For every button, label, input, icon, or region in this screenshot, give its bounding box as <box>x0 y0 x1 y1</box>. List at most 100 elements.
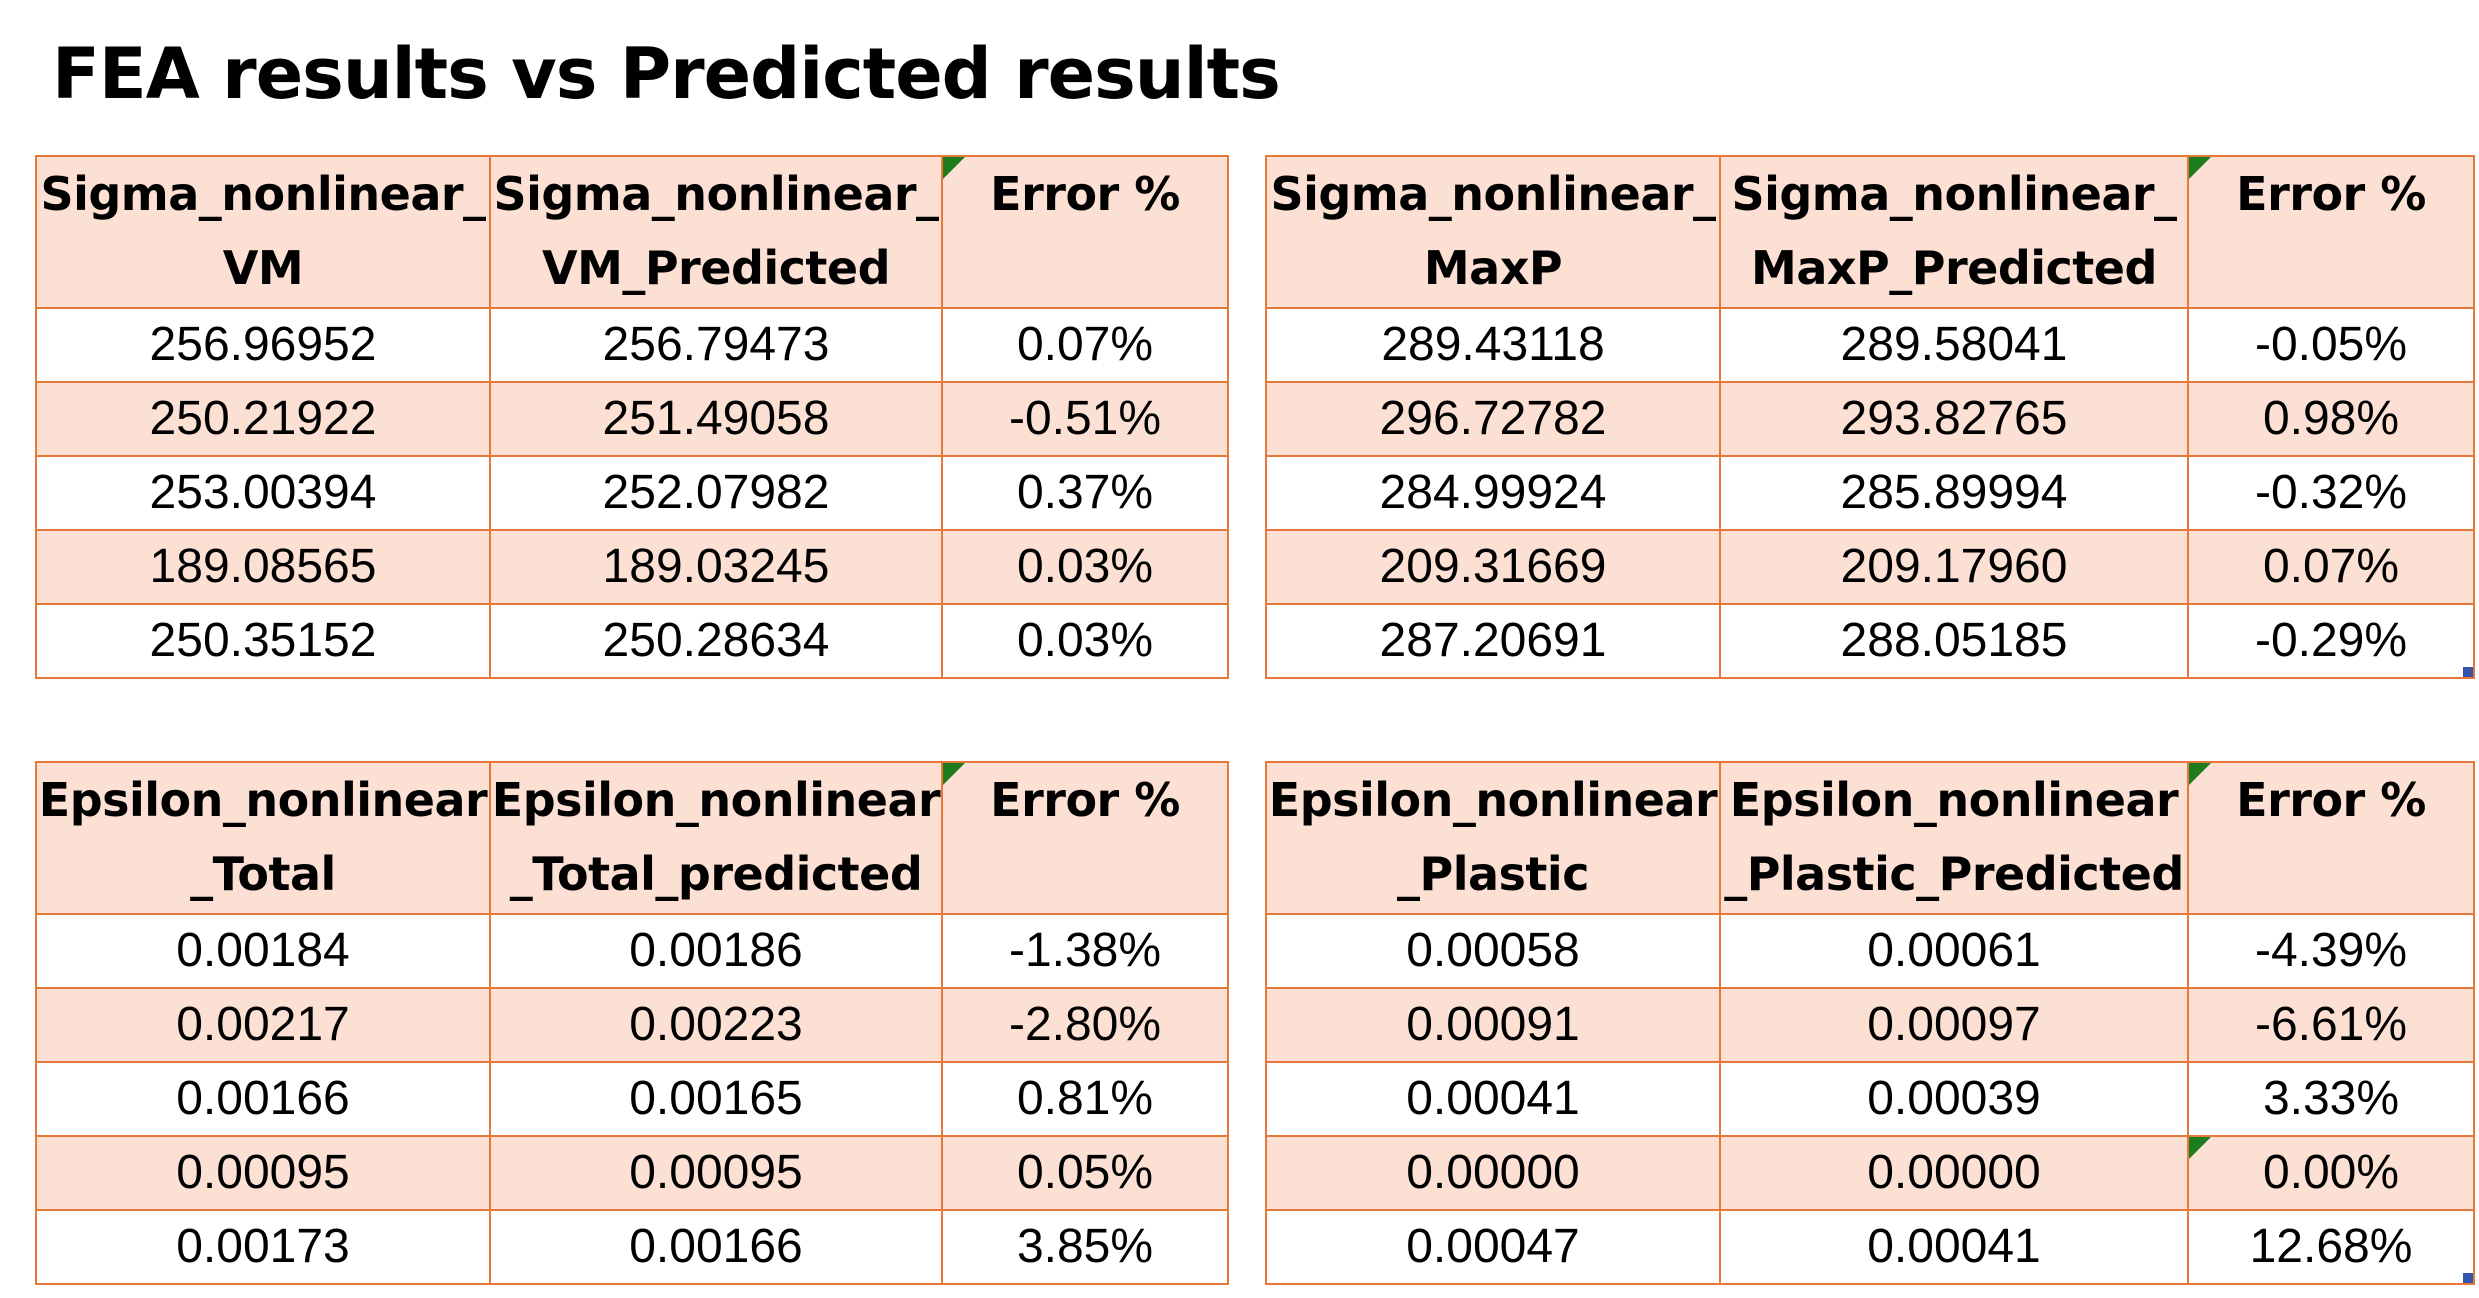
table-row: 256.96952 256.79473 0.07% <box>35 307 1229 383</box>
table-cell[interactable]: 3.85% <box>941 1209 1229 1285</box>
header-line: Error % <box>990 167 1180 221</box>
table-cell[interactable]: 0.37% <box>941 455 1229 531</box>
table-cell[interactable]: 287.20691 <box>1265 603 1721 679</box>
header-line: Sigma_nonlinear_ <box>1731 167 2177 221</box>
table-cell[interactable]: -6.61% <box>2187 987 2475 1063</box>
table-cell[interactable]: 0.00058 <box>1265 913 1721 989</box>
table-cell[interactable]: 0.00184 <box>35 913 491 989</box>
cell-value: 0.00% <box>2262 1146 2400 1199</box>
table-cell[interactable]: -0.51% <box>941 381 1229 457</box>
table-cell[interactable]: 285.89994 <box>1719 455 2189 531</box>
table-cell[interactable]: 12.68% <box>2187 1209 2475 1285</box>
header-line: Epsilon_nonlinear <box>491 773 941 827</box>
table-row: 253.00394 252.07982 0.37% <box>35 455 1229 531</box>
selection-handle-icon[interactable] <box>2463 1273 2472 1282</box>
table-cell[interactable]: 0.00166 <box>489 1209 943 1285</box>
table-cell[interactable]: 250.35152 <box>35 603 491 679</box>
table-cell[interactable]: 0.00041 <box>1719 1209 2189 1285</box>
table-cell[interactable]: 0.07% <box>941 307 1229 383</box>
table-cell[interactable]: 0.00095 <box>35 1135 491 1211</box>
header-cell[interactable]: Epsilon_nonlinear _Plastic_Predicted <box>1719 761 2189 915</box>
table-cell[interactable]: 0.00186 <box>489 913 943 989</box>
table-cell[interactable]: -2.80% <box>941 987 1229 1063</box>
table-cell[interactable]: -0.29% <box>2187 603 2475 679</box>
table-row: 0.00000 0.00000 0.00% <box>1265 1135 2475 1211</box>
table-cell[interactable]: 289.43118 <box>1265 307 1721 383</box>
table-cell[interactable]: -0.05% <box>2187 307 2475 383</box>
table-cell[interactable]: 0.00091 <box>1265 987 1721 1063</box>
table-row: 0.00047 0.00041 12.68% <box>1265 1209 2475 1285</box>
table-cell[interactable]: 293.82765 <box>1719 381 2189 457</box>
table-row: 0.00058 0.00061 -4.39% <box>1265 913 2475 989</box>
table-cell[interactable]: 256.96952 <box>35 307 491 383</box>
header-cell[interactable]: Sigma_nonlinear_ MaxP_Predicted <box>1719 155 2189 309</box>
table-cell[interactable]: 0.98% <box>2187 381 2475 457</box>
table-cell[interactable]: 0.00217 <box>35 987 491 1063</box>
table-row: 0.00217 0.00223 -2.80% <box>35 987 1229 1063</box>
header-cell[interactable]: Error % <box>2187 761 2475 915</box>
comment-marker-icon <box>944 158 965 179</box>
table-cell[interactable]: -4.39% <box>2187 913 2475 989</box>
table-cell[interactable]: 0.81% <box>941 1061 1229 1137</box>
table-cell[interactable]: 296.72782 <box>1265 381 1721 457</box>
table-cell[interactable]: 0.00039 <box>1719 1061 2189 1137</box>
table-cell[interactable]: 0.00047 <box>1265 1209 1721 1285</box>
table-sigma-maxp: Sigma_nonlinear_ MaxP Sigma_nonlinear_ M… <box>1265 155 2475 679</box>
table-cell[interactable]: 0.00000 <box>1265 1135 1721 1211</box>
table-cell[interactable]: 250.21922 <box>35 381 491 457</box>
table-cell[interactable]: 252.07982 <box>489 455 943 531</box>
table-cell[interactable]: 0.00041 <box>1265 1061 1721 1137</box>
table-cell[interactable]: 3.33% <box>2187 1061 2475 1137</box>
table-cell[interactable]: 0.00223 <box>489 987 943 1063</box>
header-line: Sigma_nonlinear_ <box>40 167 486 221</box>
table-cell[interactable]: 0.03% <box>941 603 1229 679</box>
table-cell[interactable]: 0.07% <box>2187 529 2475 605</box>
table-cell[interactable]: 289.58041 <box>1719 307 2189 383</box>
table-cell[interactable]: 0.00173 <box>35 1209 491 1285</box>
table-cell[interactable]: 209.17960 <box>1719 529 2189 605</box>
table-cell[interactable]: 189.03245 <box>489 529 943 605</box>
table-cell[interactable]: 0.00061 <box>1719 913 2189 989</box>
table-cell[interactable]: 209.31669 <box>1265 529 1721 605</box>
header-cell[interactable]: Epsilon_nonlinear _Total <box>35 761 491 915</box>
header-cell[interactable]: Sigma_nonlinear_ VM_Predicted <box>489 155 943 309</box>
header-line: _Total_predicted <box>509 847 923 901</box>
table-cell[interactable]: 288.05185 <box>1719 603 2189 679</box>
table-cell[interactable]: 0.00% <box>2187 1135 2475 1211</box>
header-cell[interactable]: Sigma_nonlinear_ VM <box>35 155 491 309</box>
header-cell[interactable]: Error % <box>941 761 1229 915</box>
table-cell[interactable]: 0.00166 <box>35 1061 491 1137</box>
header-line: Error % <box>2236 167 2426 221</box>
table-cell[interactable]: 253.00394 <box>35 455 491 531</box>
table-cell[interactable]: 251.49058 <box>489 381 943 457</box>
cell-value: 12.68% <box>2249 1220 2413 1273</box>
comment-marker-icon <box>2190 1138 2211 1159</box>
table-cell[interactable]: 0.00165 <box>489 1061 943 1137</box>
comment-marker-icon <box>2190 764 2211 785</box>
header-line: Error % <box>2236 773 2426 827</box>
table-cell[interactable]: -1.38% <box>941 913 1229 989</box>
table-cell[interactable]: 0.00097 <box>1719 987 2189 1063</box>
table-cell[interactable]: 0.00095 <box>489 1135 943 1211</box>
table-row: 0.00095 0.00095 0.05% <box>35 1135 1229 1211</box>
header-line: Sigma_nonlinear_ <box>1270 167 1716 221</box>
header-cell[interactable]: Epsilon_nonlinear _Total_predicted <box>489 761 943 915</box>
table-cell[interactable]: -0.32% <box>2187 455 2475 531</box>
table-cell[interactable]: 0.00000 <box>1719 1135 2189 1211</box>
table-cell[interactable]: 0.05% <box>941 1135 1229 1211</box>
table-cell[interactable]: 0.03% <box>941 529 1229 605</box>
table-row: 250.21922 251.49058 -0.51% <box>35 381 1229 457</box>
header-line: Error % <box>990 773 1180 827</box>
header-cell[interactable]: Epsilon_nonlinear _Plastic <box>1265 761 1721 915</box>
table-cell[interactable]: 256.79473 <box>489 307 943 383</box>
header-cell[interactable]: Sigma_nonlinear_ MaxP <box>1265 155 1721 309</box>
table-cell[interactable]: 250.28634 <box>489 603 943 679</box>
header-cell[interactable]: Error % <box>941 155 1229 309</box>
table-cell[interactable]: 189.08565 <box>35 529 491 605</box>
header-cell[interactable]: Error % <box>2187 155 2475 309</box>
comment-marker-icon <box>944 764 965 785</box>
table-cell[interactable]: 284.99924 <box>1265 455 1721 531</box>
header-line: MaxP <box>1423 241 1563 295</box>
selection-handle-icon[interactable] <box>2463 667 2472 676</box>
table-epsilon-plastic: Epsilon_nonlinear _Plastic Epsilon_nonli… <box>1265 761 2475 1285</box>
